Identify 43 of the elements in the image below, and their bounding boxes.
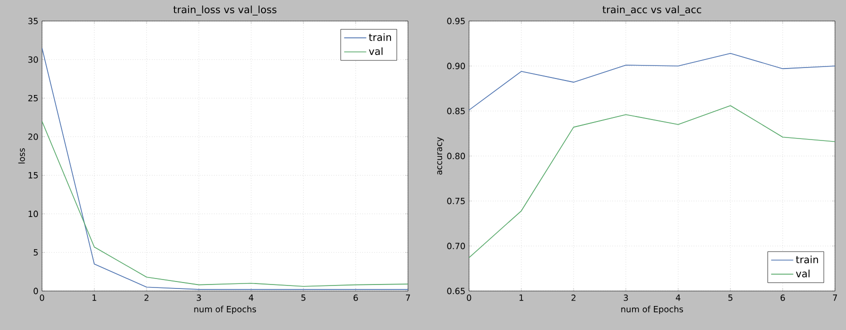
y-axis-title: accuracy — [437, 137, 444, 175]
x-tick-label: 5 — [728, 294, 732, 301]
x-tick-label: 1 — [520, 294, 524, 301]
y-tick-label: 0.85 — [447, 108, 465, 114]
x-tick-label: 0 — [466, 294, 472, 301]
x-axis-title: num of Epochs — [194, 306, 256, 314]
x-tick-label: 7 — [833, 294, 837, 301]
x-tick-label: 0 — [40, 294, 44, 301]
legend-label: train — [796, 256, 818, 264]
x-tick-label: 2 — [144, 294, 148, 301]
legend-label: val — [796, 270, 810, 278]
x-tick-label: 4 — [248, 294, 254, 301]
x-tick-label: 3 — [624, 294, 628, 301]
y-tick-label: 0.90 — [447, 62, 465, 70]
legend-label: train — [368, 33, 391, 41]
y-tick-label: 5 — [34, 249, 38, 256]
x-tick-label: 1 — [92, 294, 96, 301]
y-tick-label: 0 — [34, 288, 38, 294]
line-series — [469, 53, 836, 110]
y-tick-label: 0.75 — [447, 198, 465, 204]
line-series — [42, 120, 408, 287]
y-tick-label: 30 — [28, 56, 38, 63]
y-tick-label: 20 — [28, 134, 38, 140]
y-tick-label: 15 — [28, 172, 38, 178]
y-tick-label: 10 — [28, 210, 38, 218]
y-tick-label: 0.65 — [447, 288, 465, 294]
x-tick-label: 4 — [676, 294, 680, 301]
chart-title: train_acc vs val_acc — [602, 6, 702, 16]
x-axis-title: num of Epochs — [621, 306, 684, 314]
y-tick-label: 0.95 — [447, 18, 465, 24]
x-tick-label: 7 — [406, 294, 410, 301]
x-tick-label: 2 — [572, 294, 576, 301]
y-tick-label: 25 — [28, 94, 38, 102]
x-tick-label: 6 — [780, 294, 785, 301]
y-tick-label: 0.80 — [447, 152, 465, 160]
chart-title: train_loss vs val_loss — [173, 6, 276, 16]
y-tick-label: 0.70 — [447, 242, 465, 250]
x-tick-label: 5 — [301, 294, 306, 301]
legend-label: val — [368, 47, 382, 56]
x-tick-label: 6 — [354, 294, 358, 301]
x-tick-label: 3 — [196, 294, 201, 301]
y-axis-title: loss — [18, 148, 25, 164]
y-tick-label: 35 — [28, 18, 38, 24]
